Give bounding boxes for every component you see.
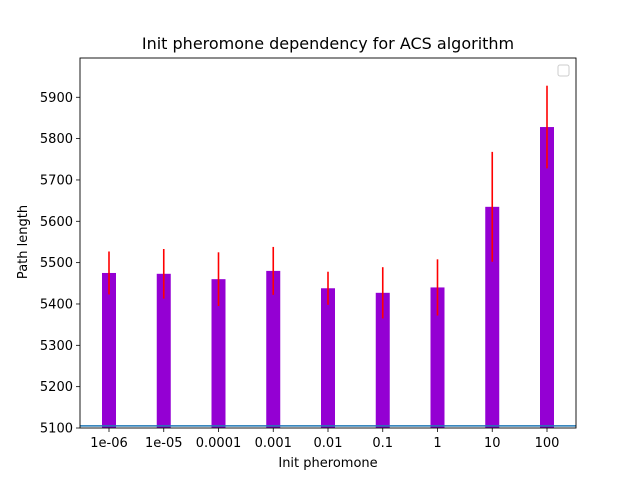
y-tick-label: 5800	[40, 132, 73, 147]
y-axis-title: Path length	[16, 205, 31, 279]
bar	[430, 287, 445, 428]
x-tick-label: 0.01	[314, 436, 343, 451]
bar	[156, 273, 171, 428]
y-tick-label: 5400	[40, 297, 73, 312]
plot-area: 5100 5200 5300 5400 5500 5600 5700 5800 5900 1e-0…	[40, 57, 577, 451]
axes-frame	[79, 57, 577, 429]
y-tick-label: 5100	[40, 422, 73, 437]
x-tick-label: 0.001	[255, 436, 292, 451]
x-tick-label: 0.1	[372, 436, 393, 451]
x-tick-label: 1e-05	[145, 436, 183, 451]
y-tick-label: 5900	[40, 91, 73, 106]
y-tick-label: 5500	[40, 256, 73, 271]
bar	[102, 272, 116, 428]
chart-title: Init pheromone dependency for ACS algori…	[142, 34, 514, 53]
bar	[266, 270, 281, 428]
bar	[485, 206, 500, 428]
legend-box	[557, 64, 570, 77]
x-tick-label: 100	[535, 436, 560, 451]
bar	[321, 288, 335, 428]
bar	[540, 127, 554, 428]
y-tick-label: 5300	[40, 339, 73, 354]
bar	[375, 292, 390, 428]
y-tick-label: 5200	[40, 380, 73, 395]
y-tick-label: 5600	[40, 215, 73, 230]
x-tick-label: 10	[484, 436, 501, 451]
x-tick-label: 0.0001	[196, 436, 242, 451]
bar	[211, 279, 226, 428]
x-axis-title: Init pheromone	[278, 456, 377, 471]
x-tick-label: 1	[433, 436, 441, 451]
x-tick-label: 1e-06	[90, 436, 128, 451]
y-tick-label: 5700	[40, 173, 73, 188]
